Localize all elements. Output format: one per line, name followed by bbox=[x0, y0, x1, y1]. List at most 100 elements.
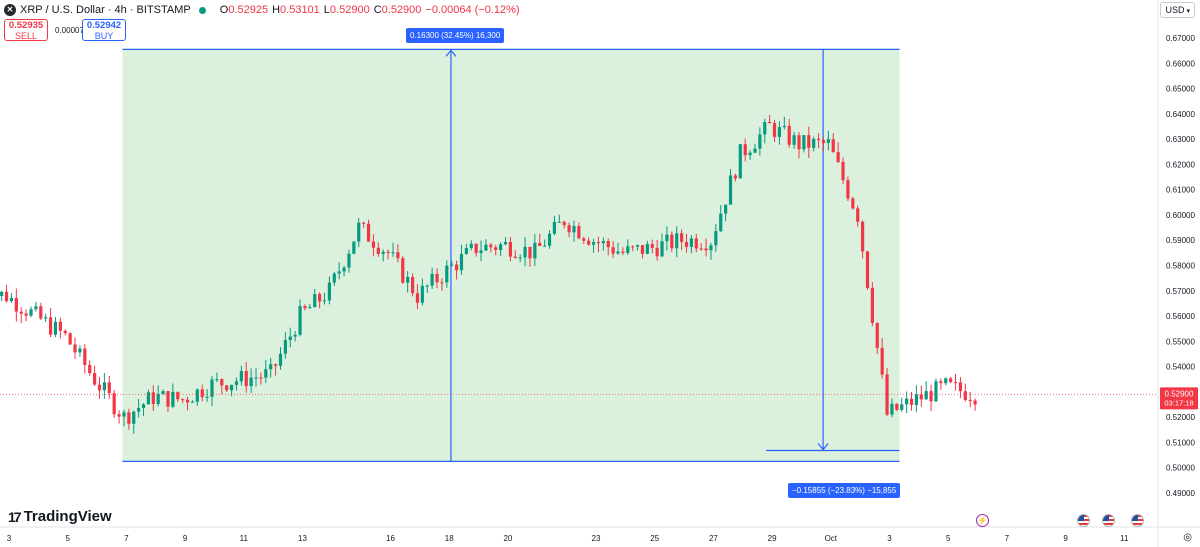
y-tick-label: 0.51000 bbox=[1166, 438, 1195, 447]
candle-body bbox=[807, 135, 811, 148]
candle-body bbox=[264, 369, 268, 378]
candle-body bbox=[890, 403, 894, 415]
y-tick-label: 0.64000 bbox=[1166, 110, 1195, 119]
candle-body bbox=[44, 317, 48, 319]
candle-body bbox=[631, 246, 635, 248]
candle-body bbox=[934, 381, 938, 402]
candle-body bbox=[596, 241, 601, 244]
x-tick-label: Oct bbox=[825, 534, 838, 543]
candle-body bbox=[963, 391, 967, 401]
buy-price: 0.52942 bbox=[86, 20, 122, 31]
candle-body bbox=[93, 373, 97, 385]
candle-body bbox=[753, 148, 757, 153]
x-tick-label: 16 bbox=[386, 534, 395, 543]
candle-body bbox=[322, 300, 327, 302]
candle-body bbox=[606, 240, 610, 248]
candle-body bbox=[4, 291, 9, 302]
y-tick-label: 0.50000 bbox=[1166, 464, 1195, 473]
candle-body bbox=[953, 382, 958, 384]
y-tick-label: 0.49000 bbox=[1166, 489, 1195, 498]
candle-body bbox=[895, 403, 899, 410]
candle-body bbox=[543, 245, 547, 247]
candle-body bbox=[591, 241, 596, 245]
candle-body bbox=[73, 344, 77, 353]
candle-body bbox=[53, 321, 58, 335]
sell-button[interactable]: 0.52935 SELL bbox=[4, 19, 48, 41]
x-tick-label: 5 bbox=[65, 534, 70, 543]
open-label: O bbox=[219, 4, 229, 16]
candle-body bbox=[176, 391, 180, 400]
candle-body bbox=[137, 407, 141, 412]
range-label-up[interactable]: 0.16300 (32.45%) 16,300 bbox=[406, 28, 505, 43]
candle-body bbox=[860, 221, 865, 252]
down-arrowhead-icon bbox=[817, 443, 829, 451]
candle-body bbox=[190, 401, 195, 403]
candle-body bbox=[293, 334, 297, 337]
candle-body bbox=[132, 411, 136, 424]
y-tick-label: 0.59000 bbox=[1166, 236, 1195, 245]
candle-body bbox=[479, 250, 483, 253]
candle-body bbox=[905, 398, 909, 405]
buy-button[interactable]: 0.52942 BUY bbox=[82, 19, 126, 41]
symbol-header: ✕ XRP / U.S. Dollar · 4h · BITSTAMP O 0.5… bbox=[4, 2, 520, 18]
x-tick-label: 3 bbox=[887, 534, 892, 543]
candle-body bbox=[958, 382, 963, 392]
reset-time-icon[interactable]: ◎ bbox=[1183, 532, 1192, 543]
candle-body bbox=[909, 398, 914, 405]
candle-body bbox=[567, 225, 571, 233]
x-tick-label: 11 bbox=[1120, 534, 1129, 543]
candle-body bbox=[337, 271, 341, 274]
x-tick-label: 23 bbox=[592, 534, 601, 543]
x-tick-label: 7 bbox=[124, 534, 129, 543]
range-label-down[interactable]: −0.15855 (−23.83%) −15,855 bbox=[788, 483, 901, 498]
x-tick-label: 25 bbox=[650, 534, 659, 543]
candle-body bbox=[288, 336, 292, 341]
candle-body bbox=[640, 245, 645, 254]
candle-body bbox=[185, 399, 190, 403]
candle-body bbox=[513, 256, 517, 258]
candle-body bbox=[29, 309, 33, 316]
candle-body bbox=[430, 273, 434, 286]
candle-body bbox=[924, 391, 928, 400]
x-tick-label: 3 bbox=[7, 534, 12, 543]
candle-body bbox=[831, 139, 835, 153]
candle-body bbox=[528, 246, 532, 259]
candle-body bbox=[826, 139, 830, 143]
candle-body bbox=[14, 297, 18, 312]
flash-icon[interactable]: ⚡ bbox=[976, 514, 989, 527]
y-tick-label: 0.57000 bbox=[1166, 287, 1195, 296]
us-flag-icon[interactable] bbox=[1131, 514, 1144, 527]
candle-body bbox=[797, 135, 801, 150]
candle-body bbox=[743, 144, 747, 156]
brand-name: TradingView bbox=[23, 508, 112, 525]
candle-body bbox=[665, 234, 669, 242]
currency-selector[interactable]: USD ▾ bbox=[1160, 2, 1195, 18]
candle-body bbox=[48, 317, 53, 335]
candle-body bbox=[616, 251, 620, 254]
candle-body bbox=[68, 333, 72, 345]
candle-body bbox=[728, 175, 733, 205]
candle-body bbox=[112, 393, 116, 415]
us-flag-icon[interactable] bbox=[1077, 514, 1090, 527]
candle-body bbox=[127, 412, 131, 424]
candle-body bbox=[626, 246, 630, 253]
candle-body bbox=[973, 400, 977, 405]
candle-body bbox=[675, 233, 679, 249]
tradingview-logo[interactable]: 17 TradingView bbox=[8, 508, 112, 525]
us-flag-icon[interactable] bbox=[1102, 514, 1115, 527]
candle-body bbox=[107, 382, 111, 394]
candle-body bbox=[146, 392, 151, 405]
candle-body bbox=[851, 198, 855, 209]
y-tick-label: 0.52000 bbox=[1166, 413, 1195, 422]
candle-body bbox=[572, 226, 576, 233]
candle-body bbox=[772, 123, 777, 137]
candle-body bbox=[396, 252, 400, 259]
candle-body bbox=[450, 264, 454, 266]
symbol-title[interactable]: XRP / U.S. Dollar · 4h · BITSTAMP bbox=[20, 4, 191, 16]
chevron-down-icon: ▾ bbox=[1186, 8, 1190, 15]
candle-body bbox=[489, 244, 493, 248]
candle-body bbox=[523, 246, 527, 258]
x-tick-label: 20 bbox=[503, 534, 512, 543]
candle-body bbox=[181, 399, 185, 401]
